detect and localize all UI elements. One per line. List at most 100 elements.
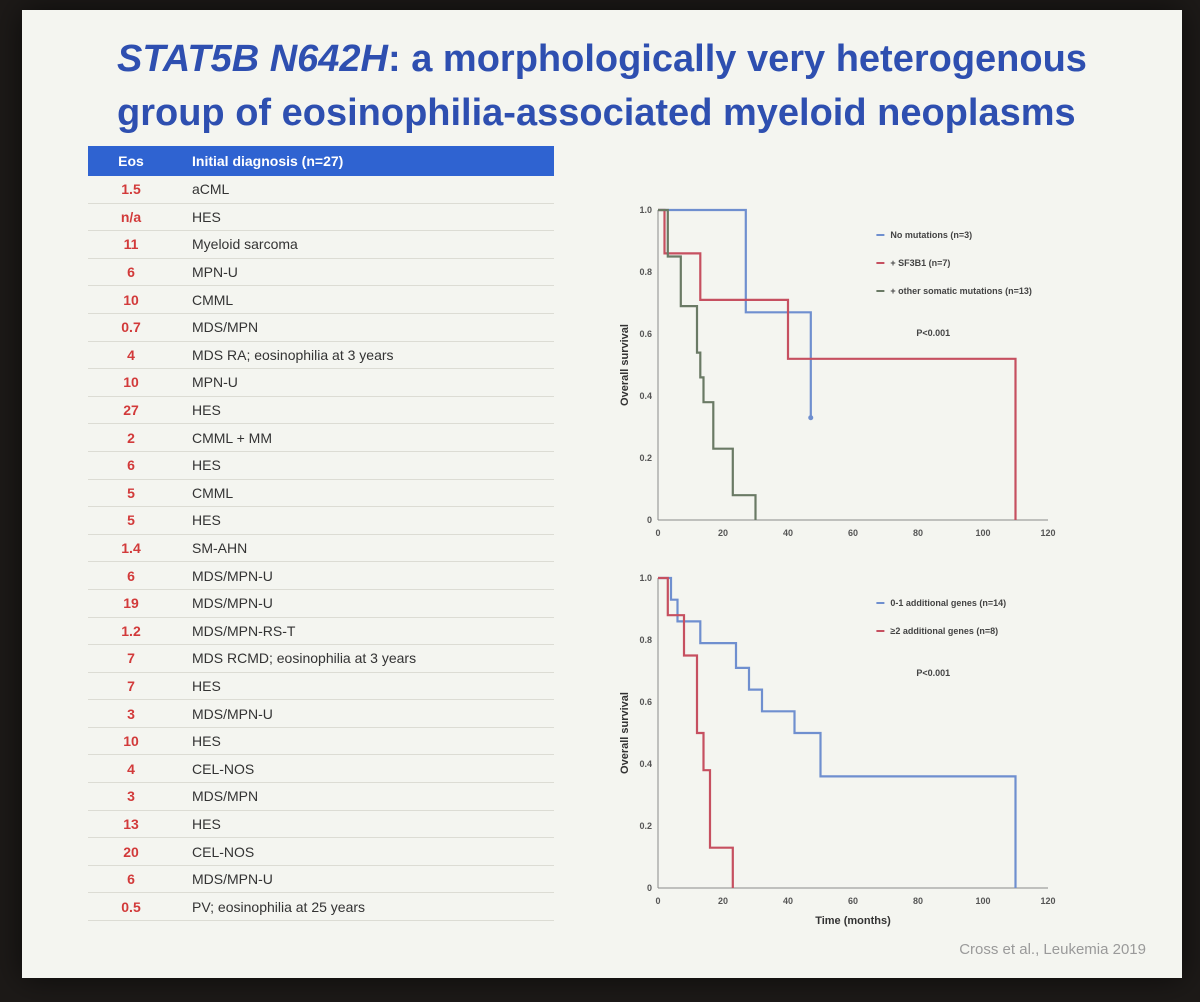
table-row: 19 MDS/MPN-U <box>88 590 554 618</box>
table-row: 6 MDS/MPN-U <box>88 562 554 590</box>
title-gene: STAT5B N642H <box>117 38 388 80</box>
y-tick-label: 0.6 <box>639 697 652 707</box>
eos-value: 11 <box>123 236 139 253</box>
diagnosis-value: MDS/MPN-U <box>192 871 273 888</box>
eos-value: 6 <box>127 567 135 584</box>
presentation-slide: STAT5B N642H: a morphologically very het… <box>22 10 1182 978</box>
eos-value: 6 <box>127 871 135 888</box>
eos-value: 13 <box>123 815 139 832</box>
table-row: 27 HES <box>88 397 554 425</box>
diagnosis-value: SM-AHN <box>192 540 248 557</box>
table-row: 7 MDS RCMD; eosinophilia at 3 years <box>88 645 554 673</box>
y-tick-label: 0.2 <box>639 821 652 831</box>
diagnosis-table: Eos Initial diagnosis (n=27) 1.5 aCML n/a H… <box>88 146 554 922</box>
survival-curve-3 <box>658 208 757 520</box>
diagnosis-value: MDS/MPN-U <box>192 567 273 584</box>
x-tick-label: 20 <box>718 528 728 538</box>
x-tick-label: 40 <box>783 896 793 906</box>
diagnosis-value: MDS/MPN-U <box>192 705 273 722</box>
table-row: 20 CEL-NOS <box>88 838 554 866</box>
eos-value: 5 <box>127 484 135 501</box>
diagnosis-value: PV; eosinophilia at 25 years <box>192 898 366 915</box>
diagnosis-value: HES <box>192 402 221 419</box>
p-value: P<0.001 <box>916 668 950 678</box>
table-row: 3 MDS/MPN <box>88 783 554 811</box>
table-row: 10 MPN-U <box>88 369 554 397</box>
legend-entry: ≥2 additional genes (n=8) <box>890 626 998 636</box>
x-tick-label: 80 <box>913 528 923 538</box>
eos-value: 3 <box>127 788 135 805</box>
table-row: 5 CMML <box>88 480 554 508</box>
citation: Cross et al., Leukemia 2019 <box>959 941 1146 958</box>
eos-value: 6 <box>127 264 135 281</box>
eos-value: 5 <box>127 512 135 529</box>
x-tick-label: 120 <box>1040 896 1055 906</box>
table-row: 4 CEL-NOS <box>88 755 554 784</box>
table-row: 6 MPN-U <box>88 259 554 287</box>
table-row: 7 HES <box>88 673 554 701</box>
y-tick-label: 0.8 <box>639 635 652 645</box>
legend-entry: No mutations (n=3) <box>890 230 972 240</box>
x-tick-label: 0 <box>655 528 660 538</box>
eos-value: 7 <box>127 650 135 667</box>
diagnosis-value: aCML <box>192 181 230 198</box>
x-tick-label: 0 <box>655 896 660 906</box>
slide-title: STAT5B N642H: a morphologically very het… <box>117 32 1167 140</box>
y-axis-label: Overall survival <box>619 324 631 406</box>
header-diagnosis: Initial diagnosis (n=27) <box>192 153 344 169</box>
eos-value: 10 <box>123 291 139 308</box>
x-tick-label: 100 <box>975 528 990 538</box>
table-row: 11 Myeloid sarcoma <box>88 231 554 259</box>
diagnosis-value: CEL-NOS <box>192 760 255 777</box>
table-row: 10 CMML <box>88 286 554 314</box>
survival-chart-additional-genes: 0 20 40 60 80 100 120 0 0.2 0.4 0.6 0.8 1.0 Overall s… <box>619 573 1056 927</box>
eos-value: n/a <box>120 208 142 225</box>
x-tick-label: 20 <box>718 896 728 906</box>
eos-value: 19 <box>123 595 139 612</box>
table-row: 10 HES <box>88 728 554 756</box>
survival-curve-1 <box>658 208 812 418</box>
table-row: 6 MDS/MPN-U <box>88 866 554 894</box>
y-tick-label: 0.6 <box>639 329 652 339</box>
table-row: 1.4 SM-AHN <box>88 535 554 563</box>
table-header: Eos Initial diagnosis (n=27) <box>88 146 554 176</box>
eos-value: 4 <box>127 760 135 777</box>
title-text: : a morphologically very heterogenous gr… <box>117 38 1087 134</box>
diagnosis-value: HES <box>192 457 221 474</box>
x-tick-label: 40 <box>783 528 793 538</box>
y-axis-label: Overall survival <box>619 692 631 774</box>
diagnosis-value: HES <box>192 733 221 750</box>
eos-value: 3 <box>127 705 135 722</box>
table-row: n/a HES <box>88 204 554 232</box>
eos-value: 20 <box>123 843 139 860</box>
table-row: 13 HES <box>88 811 554 839</box>
eos-value: 1.4 <box>121 540 141 557</box>
diagnosis-value: CMML + MM <box>192 429 272 446</box>
eos-value: 1.2 <box>121 622 141 639</box>
y-tick-label: 1.0 <box>639 573 652 583</box>
table-row: 5 HES <box>88 507 554 535</box>
survival-curve-2 <box>658 576 734 888</box>
diagnosis-value: MDS/MPN <box>192 319 259 336</box>
legend-entry: + SF3B1 (n=7) <box>890 258 950 268</box>
table-row: 4 MDS RA; eosinophilia at 3 years <box>88 342 554 370</box>
censor-mark <box>808 415 814 421</box>
y-tick-label: 0.4 <box>639 391 652 401</box>
diagnosis-value: MDS/MPN-U <box>192 595 273 612</box>
survival-chart-mutations: 0 20 40 60 80 100 120 0 0.2 0.4 0.6 0.8 1.0 Overall s… <box>619 205 1056 538</box>
table-body: 1.5 aCML n/a HES 11 Myeloid sarcoma 6 MPN-U 10 CM… <box>88 176 554 922</box>
eos-value: 7 <box>127 677 135 694</box>
y-tick-label: 0.2 <box>639 453 652 463</box>
table-row: 6 HES <box>88 452 554 480</box>
eos-value: 10 <box>123 733 139 750</box>
survival-curve-2 <box>658 208 1017 520</box>
eos-value: 0.5 <box>121 898 141 915</box>
table-row: 3 MDS/MPN-U <box>88 700 554 728</box>
eos-value: 2 <box>127 429 135 446</box>
x-tick-label: 100 <box>975 896 990 906</box>
x-tick-label: 120 <box>1040 528 1055 538</box>
diagnosis-value: HES <box>192 815 221 832</box>
table-row: 0.7 MDS/MPN <box>88 314 554 342</box>
diagnosis-value: CEL-NOS <box>192 843 255 860</box>
diagnosis-value: MDS/MPN <box>192 788 259 805</box>
